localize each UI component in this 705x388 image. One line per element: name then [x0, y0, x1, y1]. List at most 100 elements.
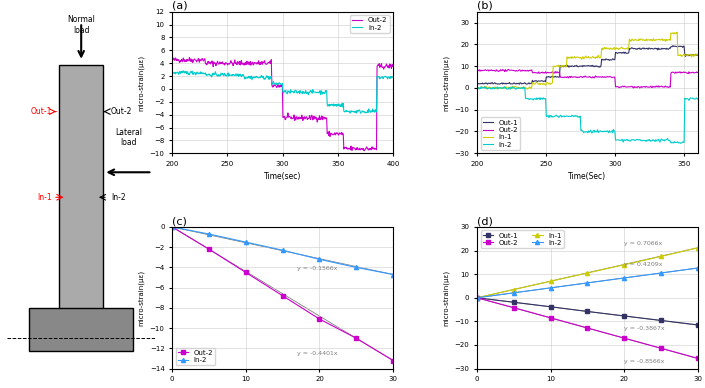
In-2 — [307, 90, 316, 95]
In-2 — [473, 295, 482, 300]
Out-2 — [546, 315, 555, 320]
Line: Out-2: Out-2 — [170, 225, 396, 363]
In-2 — [315, 257, 324, 262]
Out-1 — [473, 81, 482, 85]
In-2 — [694, 97, 702, 101]
Out-1 — [505, 81, 513, 86]
Out-2 — [389, 62, 398, 67]
Out-2 — [185, 55, 194, 60]
Line: In-2: In-2 — [475, 266, 700, 300]
Line: In-1: In-1 — [475, 246, 700, 300]
In-2 — [179, 69, 188, 73]
In-2 — [676, 141, 685, 146]
Out-1 — [630, 46, 638, 51]
Text: Out-1: Out-1 — [30, 107, 51, 116]
Out-1 — [510, 300, 518, 305]
Out-2 — [307, 113, 316, 118]
In-2 — [256, 75, 264, 80]
Text: Lateral
load: Lateral load — [115, 128, 142, 147]
In-2 — [655, 139, 663, 144]
In-1 — [523, 87, 532, 92]
Text: Out-2: Out-2 — [111, 107, 133, 116]
In-1 — [657, 254, 666, 259]
In-1 — [630, 38, 638, 43]
In-2 — [278, 248, 287, 253]
Text: y = 0.4209x: y = 0.4209x — [625, 262, 663, 267]
In-1 — [473, 295, 482, 300]
Out-2 — [195, 60, 204, 64]
Out-2 — [694, 356, 702, 361]
In-1 — [694, 52, 702, 57]
Text: y = -0.4401x: y = -0.4401x — [298, 352, 338, 357]
Text: In-1: In-1 — [37, 193, 51, 202]
Bar — [59, 65, 104, 315]
In-2 — [352, 265, 360, 270]
In-1 — [620, 262, 629, 267]
Out-2 — [630, 86, 638, 90]
Text: (b): (b) — [477, 1, 493, 11]
In-2 — [204, 232, 213, 236]
Out-2 — [668, 70, 677, 74]
In-1 — [505, 87, 513, 91]
Out-1 — [655, 47, 663, 52]
Y-axis label: micro-strain(με): micro-strain(με) — [443, 270, 449, 326]
In-2 — [632, 137, 641, 142]
In-2 — [630, 137, 638, 142]
Out-2 — [328, 132, 336, 137]
Out-1 — [588, 64, 596, 69]
Legend: Out-2, In-2: Out-2, In-2 — [176, 348, 215, 365]
Out-2 — [168, 225, 176, 229]
Out-2 — [510, 305, 518, 310]
In-2 — [510, 291, 518, 295]
Line: Out-2: Out-2 — [172, 57, 393, 151]
Legend: Out-1, Out-2, In-1, In-2: Out-1, Out-2, In-1, In-2 — [481, 118, 520, 150]
In-2 — [168, 225, 176, 229]
Line: Out-2: Out-2 — [475, 296, 700, 360]
In-1 — [583, 271, 591, 275]
Out-2 — [352, 336, 360, 341]
Out-2 — [278, 293, 287, 298]
Y-axis label: micro-strain(με): micro-strain(με) — [137, 54, 144, 111]
Out-1 — [668, 44, 676, 49]
In-2 — [356, 111, 364, 116]
In-2 — [473, 85, 482, 89]
Out-2 — [694, 70, 702, 74]
Text: (d): (d) — [477, 216, 493, 226]
In-1 — [632, 38, 641, 42]
Text: y = -0.3867x: y = -0.3867x — [625, 326, 665, 331]
Out-2 — [583, 326, 591, 330]
Legend: Out-1, Out-2, In-1, In-2: Out-1, Out-2, In-1, In-2 — [481, 230, 563, 248]
Out-2 — [657, 346, 666, 351]
In-2 — [328, 102, 336, 107]
In-1 — [473, 85, 482, 90]
In-1 — [546, 279, 555, 284]
Out-2 — [389, 358, 398, 363]
Line: Out-1: Out-1 — [477, 46, 698, 84]
In-2 — [389, 272, 398, 277]
Out-1 — [694, 52, 702, 57]
Text: y = 0.7066x: y = 0.7066x — [625, 241, 663, 246]
Line: Out-2: Out-2 — [477, 69, 698, 88]
Legend: Out-2, In-2: Out-2, In-2 — [350, 15, 390, 33]
Out-1 — [515, 82, 524, 87]
Out-2 — [505, 68, 514, 73]
In-2 — [546, 286, 555, 290]
Text: (c): (c) — [172, 216, 187, 226]
Out-1 — [657, 318, 666, 323]
Out-1 — [632, 47, 641, 51]
In-2 — [505, 85, 514, 90]
Out-2 — [588, 76, 596, 80]
Text: y = -0.1566x: y = -0.1566x — [298, 267, 338, 272]
In-1 — [510, 287, 518, 292]
Text: (a): (a) — [172, 1, 188, 11]
Line: In-2: In-2 — [477, 87, 698, 143]
In-2 — [240, 76, 249, 81]
Out-2 — [360, 148, 368, 153]
Out-2 — [240, 61, 249, 66]
Out-1 — [694, 322, 702, 327]
X-axis label: Time(sec): Time(sec) — [264, 173, 301, 182]
In-2 — [620, 275, 629, 280]
In-2 — [588, 131, 596, 135]
In-1 — [668, 31, 676, 36]
Out-1 — [546, 305, 555, 309]
